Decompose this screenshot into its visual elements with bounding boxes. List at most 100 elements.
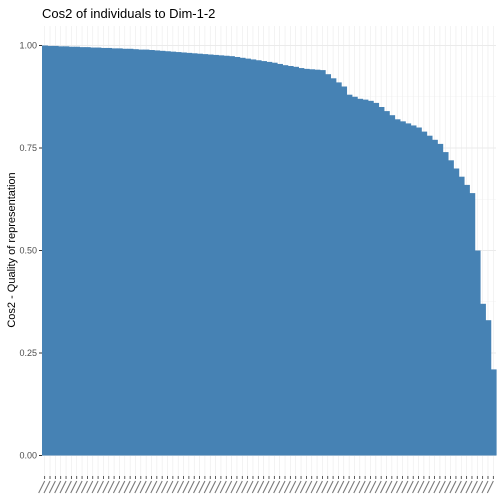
bar [122,48,129,456]
x-tick-label [342,480,350,494]
bar [68,46,75,456]
x-tick-label [166,480,174,494]
x-tick-label [374,480,382,494]
x-tick-label [289,480,297,494]
x-tick-label [96,480,104,494]
bar [490,369,497,456]
bar [148,50,155,456]
x-tick-label [369,480,377,494]
x-tick-label [412,480,420,494]
bar [100,47,107,456]
x-tick-label [460,480,468,494]
x-tick-label [48,480,56,494]
bar [485,320,492,456]
bar [116,48,123,456]
x-tick-label [43,480,51,494]
x-tick-label [171,480,179,494]
x-axis [38,476,494,494]
x-tick-label [187,480,195,494]
bar [79,47,86,456]
bar [180,52,187,456]
x-tick-label [390,480,398,494]
bar [314,69,321,456]
bar [42,45,48,456]
x-tick-label [481,480,489,494]
bar [277,63,283,456]
x-tick-label [380,480,387,494]
x-tick-label [118,480,126,494]
bar [426,135,433,456]
bar [202,54,209,456]
bar [47,45,54,456]
bar [106,47,113,456]
bar [389,115,396,456]
x-tick-label [406,480,414,494]
bar [453,168,460,456]
bar [362,99,369,456]
x-tick-label [139,480,147,494]
bar [357,98,364,456]
bar [335,82,342,456]
bar [437,143,444,456]
x-tick-label [54,480,62,494]
x-tick-label [193,480,201,494]
x-tick-label [75,480,83,494]
x-tick-label [283,480,291,494]
x-tick-label [177,480,185,494]
x-tick-label [102,480,110,494]
x-tick-label [321,480,329,494]
x-tick-label [251,480,259,494]
bar [244,58,251,456]
y-axis-label: Cos2 - Quality of representation [6,172,18,327]
bar [63,46,70,456]
bar [405,123,412,456]
bar [287,66,294,456]
x-tick-label [363,480,371,494]
x-tick-label [112,480,120,494]
x-tick-label [209,480,217,494]
x-tick-label [454,480,462,494]
x-tick-label [203,480,211,494]
x-tick-label [155,480,163,494]
x-tick-label [385,480,393,494]
x-tick-label [433,480,441,494]
bar [474,250,481,456]
x-tick-label [123,480,131,494]
bar [84,47,91,456]
x-tick-label [476,480,484,494]
y-tick-label: 0.75 [19,143,37,153]
bar [154,50,161,456]
bar [127,48,134,456]
x-tick-label [59,480,67,494]
bar [95,47,102,456]
x-tick-label [331,480,339,494]
bar [164,51,171,456]
x-tick-label [444,480,452,494]
x-tick-label [80,480,88,494]
bar [228,56,235,456]
bar [463,184,470,456]
bar [218,55,225,456]
chart-title: Cos2 of individuals to Dim-1-2 [42,6,215,21]
bar [351,96,358,456]
bar [378,107,385,456]
x-tick-label [486,480,494,494]
x-tick-label [198,480,206,494]
bar [196,53,203,456]
bar [330,78,337,456]
bar [255,60,262,456]
y-axis: 0.00 0.25 0.50 0.75 1.00 [19,41,42,461]
x-tick-label [428,480,436,494]
x-tick-label [225,480,233,494]
x-tick-label [70,480,78,494]
x-tick-label [305,480,313,494]
x-tick-label [145,480,152,494]
bar [479,303,486,456]
x-tick-label [246,480,254,494]
y-tick-label: 0.00 [19,451,37,461]
x-tick-label [417,480,425,494]
bar [309,69,315,456]
bar [191,53,198,456]
x-tick-label [422,480,430,494]
bar [367,100,374,456]
